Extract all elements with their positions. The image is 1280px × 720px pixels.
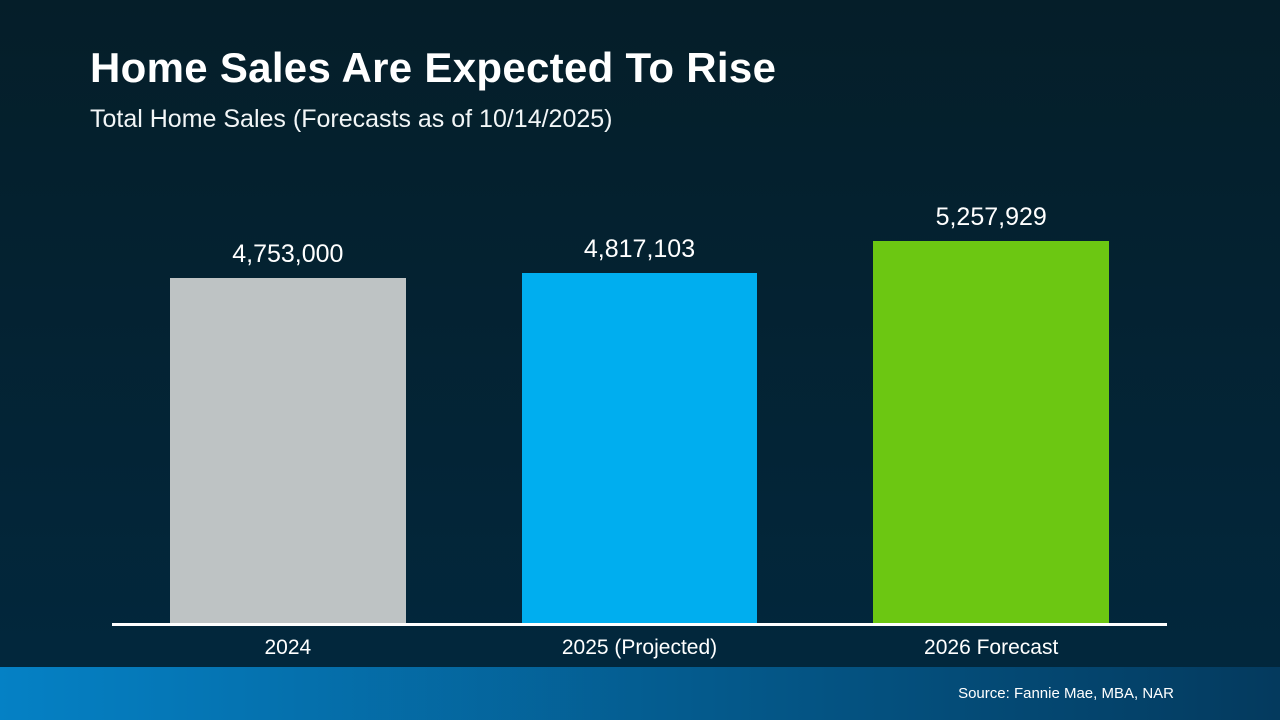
source-text: Source: Fannie Mae, MBA, NAR [958,685,1174,702]
chart-title: Home Sales Are Expected To Rise [90,44,777,91]
chart-header: Home Sales Are Expected To Rise Total Ho… [90,44,776,134]
bar-value-label: 4,817,103 [583,235,696,263]
bar-group-2024: 4,753,000 [170,240,406,623]
bars-row: 4,753,000 4,817,103 5,257,929 [170,203,1110,623]
bar-group-2026-forecast: 5,257,929 [873,203,1110,623]
footer-bar: Source: Fannie Mae, MBA, NAR [0,667,1280,720]
bar-value-label: 4,753,000 [232,240,344,268]
bar-chart: 4,753,000 4,817,103 5,257,929 2024 2025 … [112,180,1167,659]
bar [521,273,758,623]
x-axis-label: 2024 [264,636,312,659]
x-axis-labels: 2024 2025 (Projected) 2026 Forecast [170,636,1109,660]
x-axis-line [112,623,1167,626]
bar-group-2025-projected: 4,817,103 [521,235,758,623]
x-axis-label: 2026 Forecast [924,636,1059,659]
x-axis-label: 2025 (Projected) [561,636,718,659]
bar-value-label: 5,257,929 [935,203,1047,231]
chart-subtitle: Total Home Sales (Forecasts as of 10/14/… [90,105,613,134]
bar [170,278,406,623]
bar [873,241,1110,623]
